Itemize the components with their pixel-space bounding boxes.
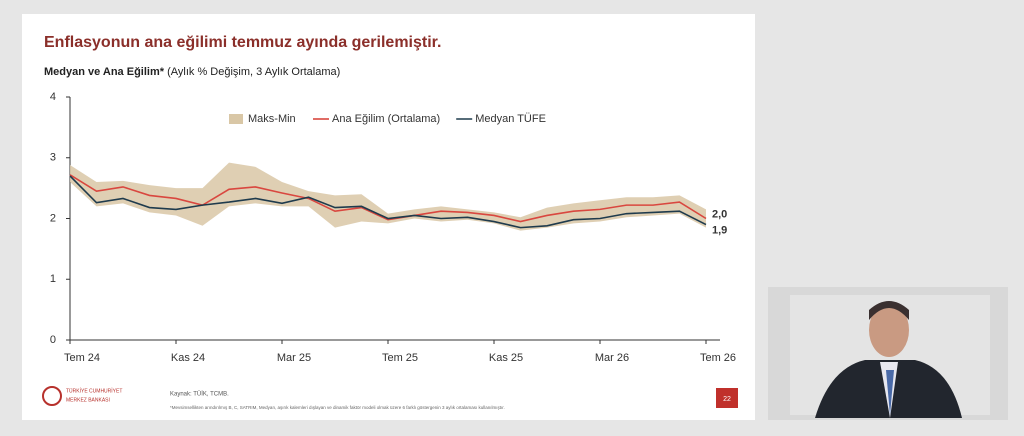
legend-label: Maks-Min — [248, 113, 296, 125]
y-tick-label: 2 — [50, 212, 56, 224]
legend-label: Ana Eğilim (Ortalama) — [332, 113, 440, 125]
value-label: 1,9 — [712, 224, 727, 236]
subtitle-rest: (Aylık % Değişim, 3 Aylık Ortalama) — [167, 66, 340, 78]
source: Kaynak: TÜİK, TCMB. — [170, 391, 229, 398]
x-tick-label: Kas 24 — [171, 352, 205, 364]
x-tick-label: Tem 24 — [64, 352, 100, 364]
chart-subtitle: Medyan ve Ana Eğilim* (Aylık % Değişim, … — [44, 66, 340, 78]
logo-text: MERKEZ BANKASI — [66, 397, 110, 403]
x-tick-label: Kas 25 — [489, 352, 523, 364]
series-line — [69, 175, 707, 229]
presenter-head — [869, 303, 909, 357]
page-number: 22 — [723, 396, 731, 403]
logo-icon — [42, 386, 62, 406]
presenter-hair — [869, 301, 909, 320]
legend-swatch — [229, 114, 243, 124]
legend-label: Medyan TÜFE — [475, 113, 546, 125]
y-tick-label: 3 — [50, 152, 56, 164]
value-label: 2,0 — [712, 208, 727, 220]
x-tick-label: Mar 26 — [595, 352, 629, 364]
range-band — [70, 162, 706, 231]
x-tick-label: Tem 25 — [382, 352, 418, 364]
y-tick-label: 1 — [50, 273, 56, 285]
presenter-video — [768, 287, 1008, 420]
logo-text: TÜRKİYE CUMHURİYET — [66, 387, 122, 394]
x-tick-label: Tem 26 — [700, 352, 736, 364]
y-tick-label: 0 — [50, 334, 56, 346]
subtitle-bold: Medyan ve Ana Eğilim* — [44, 66, 165, 78]
chart: 0 1 2 3 4 Tem 24 Kas 24 Mar 25 Tem 25 Kas 25 Mar 2… — [50, 91, 736, 364]
x-tick-label: Mar 25 — [277, 352, 311, 364]
page-badge — [716, 388, 738, 408]
presenter-tie — [886, 370, 894, 415]
footnote: *Mevsimsellikten arındırılmış B, C, SATR… — [170, 405, 505, 410]
y-tick-label: 4 — [50, 91, 56, 103]
series-line — [69, 174, 707, 223]
slide-title: Enflasyonun ana eğilimi temmuz ayında ge… — [44, 34, 441, 51]
